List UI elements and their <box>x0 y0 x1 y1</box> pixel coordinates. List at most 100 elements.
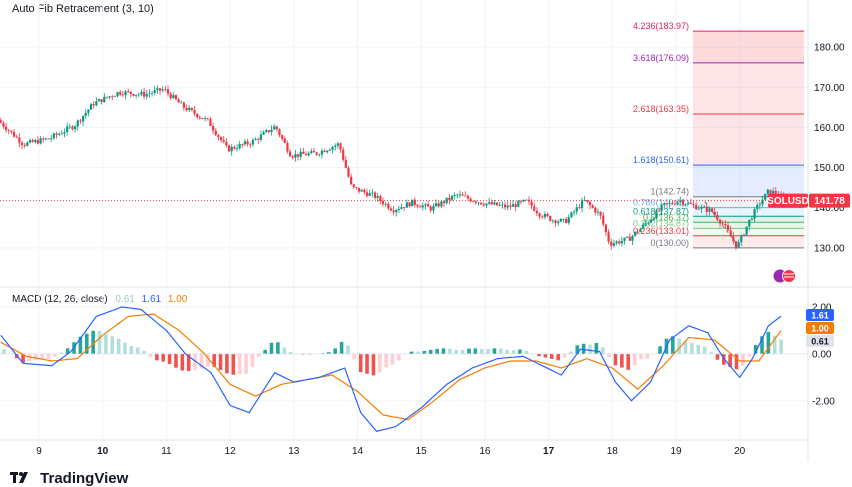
candle-body <box>543 214 546 218</box>
macd-histogram-bar <box>218 353 223 371</box>
candle-body <box>39 138 42 144</box>
macd-histogram-bar <box>397 353 401 361</box>
macd-histogram-bar <box>709 352 713 354</box>
macd-histogram-bar <box>728 353 732 368</box>
macd-histogram-bar <box>358 353 363 373</box>
macd-histogram-bar <box>562 353 567 358</box>
macd-histogram-bar <box>683 341 688 354</box>
macd-line-value: 1.61 <box>141 294 162 305</box>
macd-histogram-bar <box>135 347 140 354</box>
macd-histogram-bar <box>760 336 764 354</box>
candle-body <box>525 199 528 201</box>
candle-body <box>384 203 387 205</box>
candle-body <box>50 138 53 140</box>
candle-body <box>445 197 448 204</box>
candle-body <box>135 94 138 96</box>
macd-histogram-bar <box>339 341 344 354</box>
candle-body <box>567 217 570 224</box>
candle-body <box>68 126 71 128</box>
candle-body <box>7 130 10 131</box>
candle-body <box>541 216 544 218</box>
macd-signal-value: 1.00 <box>167 294 188 305</box>
candle-body <box>217 134 220 138</box>
candle-body <box>304 153 308 156</box>
candle-body <box>42 138 45 140</box>
macd-histogram-bar <box>390 353 395 365</box>
macd-histogram-bar <box>231 353 236 375</box>
candle-body <box>517 201 520 207</box>
macd-histogram-bar <box>352 353 357 360</box>
candle-body <box>559 219 562 222</box>
candle-body <box>172 95 175 99</box>
fib-level-label: 1.618(150.61) <box>633 155 689 165</box>
candle-body <box>708 208 711 212</box>
candle-body <box>185 107 188 111</box>
candle-body <box>750 218 754 220</box>
candle-body <box>772 190 775 194</box>
signal-value-tag: 1.00 <box>811 324 829 334</box>
candle-body <box>347 167 350 177</box>
macd-histogram-bar <box>276 342 280 354</box>
candle-body <box>742 234 746 236</box>
candle-body <box>400 207 403 209</box>
macd-line <box>0 306 782 432</box>
candle-body <box>66 126 69 132</box>
candle-body <box>34 140 37 143</box>
macd-histogram-bar <box>569 351 573 354</box>
candle-body <box>636 231 639 233</box>
macd-histogram-bar <box>301 353 306 355</box>
candle-body <box>607 232 610 242</box>
candle-body <box>583 199 586 201</box>
candle-body <box>440 201 443 207</box>
candle-body <box>419 206 422 208</box>
fib-level-label: 4.236(183.97) <box>633 21 689 31</box>
candle-body <box>376 196 379 198</box>
candle-body <box>753 209 756 219</box>
candle-body <box>705 206 708 212</box>
candle-body <box>198 117 201 119</box>
candle-body <box>108 96 111 98</box>
candle-body <box>490 202 493 205</box>
macd-histogram-bar <box>677 338 681 354</box>
macd-histogram-bar <box>282 347 287 354</box>
candle-body <box>156 88 159 91</box>
last-price-tag: 141.78 <box>814 196 845 207</box>
macd-histogram-bar <box>40 353 44 360</box>
candle-body <box>549 216 552 221</box>
candle-body <box>641 224 645 229</box>
macd-title-label: MACD (12, 26, close) <box>12 294 108 305</box>
macd-histogram-bar <box>416 351 420 354</box>
candle-body <box>166 89 170 94</box>
macd-histogram-bar <box>129 346 134 354</box>
candle-body <box>360 190 363 192</box>
candle-body <box>350 176 353 185</box>
candle-body <box>235 148 239 150</box>
candle-body <box>105 96 109 98</box>
candle-body <box>169 93 172 99</box>
fib-level-label: 0.236(133.01) <box>633 226 689 236</box>
candle-body <box>612 243 615 246</box>
macd-histogram-bar <box>690 343 694 354</box>
x-tick-label: 20 <box>734 446 746 457</box>
candle-body <box>257 139 260 140</box>
macd-histogram-bar <box>384 353 388 368</box>
macd-histogram-bar <box>753 345 758 354</box>
candle-body <box>737 242 740 248</box>
candle-body <box>527 199 531 202</box>
candle-body <box>530 201 533 207</box>
macd-histogram-bar <box>244 353 248 374</box>
candle-body <box>180 102 183 104</box>
candle-body <box>448 197 451 200</box>
candle-body <box>302 151 305 154</box>
candle-body <box>565 218 568 224</box>
macd-histogram-bar <box>65 348 70 354</box>
candle-body <box>413 199 416 205</box>
tradingview-logo[interactable]: TradingView <box>10 470 128 487</box>
candle-body <box>296 154 300 157</box>
candle-body <box>397 208 401 210</box>
candle-body <box>262 132 265 135</box>
candle-body <box>73 126 77 130</box>
macd-histogram-bar <box>441 348 446 354</box>
fib-zone-band <box>693 228 804 236</box>
